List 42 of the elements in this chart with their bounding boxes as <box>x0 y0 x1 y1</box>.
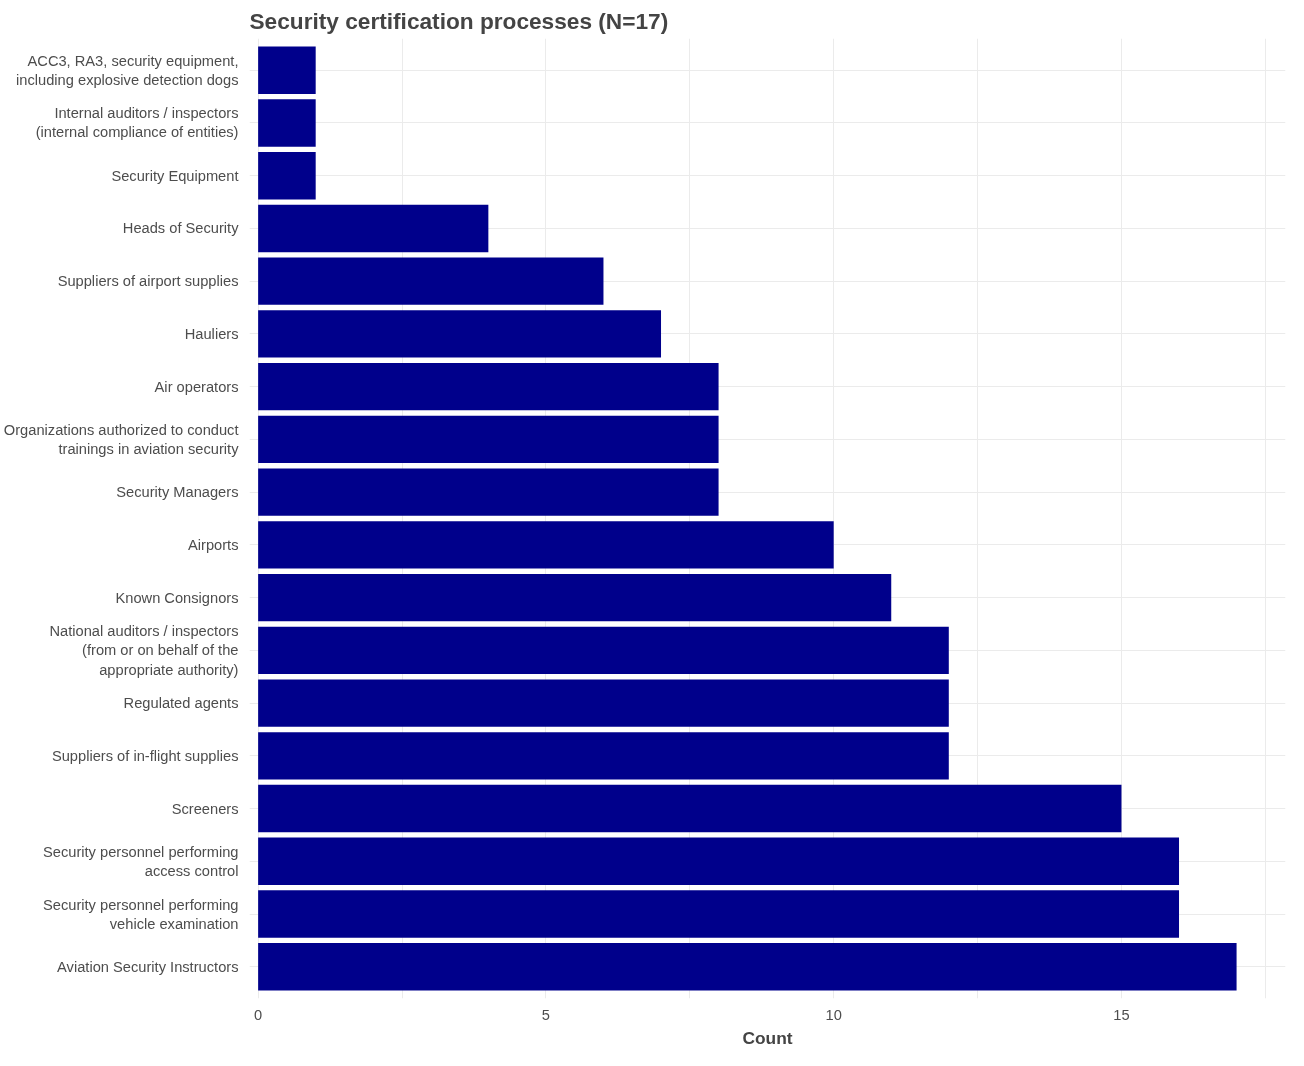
bar <box>258 573 892 622</box>
y-tick-label: Known Consignors <box>115 589 239 606</box>
bar <box>258 784 1122 833</box>
chart-title: Security certification processes (N=17) <box>249 7 669 34</box>
x-tick-label: 5 <box>541 1006 550 1023</box>
x-tick-label: 10 <box>825 1006 842 1023</box>
y-tick-label: ACC3, RA3, security equipment, including explosive detection dogs <box>16 52 239 88</box>
x-tick-label: 0 <box>254 1006 263 1023</box>
y-tick-label: Heads of Security <box>122 220 240 237</box>
bar <box>258 204 489 253</box>
bar <box>258 679 949 727</box>
bar <box>258 99 316 147</box>
bar <box>258 890 1180 938</box>
x-tick-label: 15 <box>1113 1006 1130 1023</box>
bar <box>258 521 834 569</box>
y-tick-label: Suppliers of in-flight supplies <box>51 747 239 764</box>
y-tick-label: Security Managers <box>116 484 239 501</box>
y-tick-label: Security Equipment <box>111 167 239 184</box>
y-tick-label: Airports <box>188 536 239 553</box>
y-tick-label: Organizations authorized to conduct trainings in aviation security <box>3 421 240 457</box>
y-tick-label: Hauliers <box>184 325 239 342</box>
bar <box>258 257 604 305</box>
bar <box>258 46 316 94</box>
y-tick-label: Regulated agents <box>123 695 239 712</box>
x-axis-title: Count <box>742 1027 793 1048</box>
y-tick-label: National auditors / inspectors (from or on behalf of the appropriate authority) <box>49 623 239 678</box>
bar <box>258 732 949 780</box>
bar <box>258 310 662 358</box>
bar <box>258 151 316 200</box>
bar <box>258 468 719 516</box>
y-tick-label: Security personnel performing vehicle examination <box>42 896 239 932</box>
bar <box>258 626 949 675</box>
bar <box>258 837 1180 886</box>
y-tick-label: Air operators <box>154 378 239 395</box>
bar <box>258 943 1237 991</box>
y-tick-label: Suppliers of airport supplies <box>57 273 239 290</box>
y-tick-label: Aviation Security Instructors <box>57 958 239 975</box>
y-tick-label: Screeners <box>171 800 239 817</box>
y-tick-label: Internal auditors / inspectors (internal compliance of entities) <box>35 105 239 141</box>
bar <box>258 362 719 411</box>
y-tick-label: Security personnel performing access control <box>42 843 239 879</box>
bar <box>258 415 719 464</box>
